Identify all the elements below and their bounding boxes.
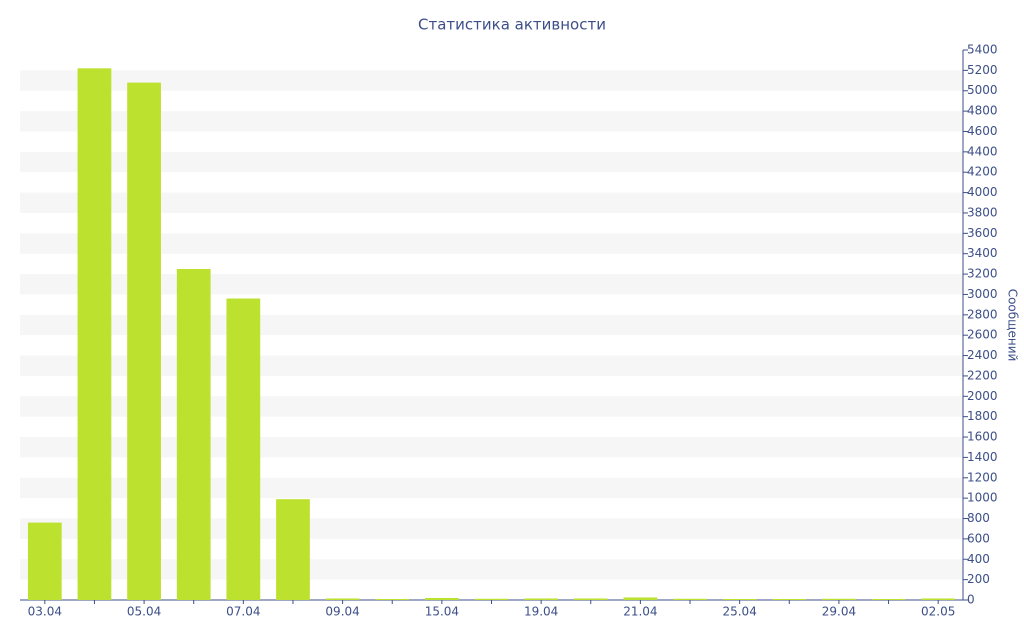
bar bbox=[524, 598, 559, 600]
x-tick-label: 15.04 bbox=[425, 605, 459, 619]
x-tick-label: 03.04 bbox=[28, 605, 62, 619]
bar bbox=[822, 598, 856, 600]
grid-band bbox=[20, 518, 963, 539]
bar bbox=[424, 597, 459, 600]
y-tick-label: 0 bbox=[967, 593, 975, 607]
grid-band bbox=[20, 437, 963, 458]
bar bbox=[623, 597, 658, 600]
y-tick-label: 4800 bbox=[967, 104, 998, 118]
x-tick-label: 09.04 bbox=[325, 605, 359, 619]
grid-band bbox=[20, 314, 963, 336]
bar bbox=[722, 598, 757, 600]
bar bbox=[871, 598, 906, 600]
bar bbox=[772, 598, 807, 600]
y-tick-label: 1000 bbox=[967, 491, 998, 505]
bar bbox=[77, 68, 112, 601]
chart-title: Статистика активности bbox=[418, 16, 606, 34]
y-tick-label: 600 bbox=[967, 531, 990, 545]
y-tick-label: 1800 bbox=[967, 409, 998, 423]
bar bbox=[127, 82, 161, 600]
x-tick-label: 02.05 bbox=[921, 605, 955, 619]
y-tick-label: 4400 bbox=[967, 144, 998, 158]
bar bbox=[474, 598, 509, 600]
y-tick-label: 3600 bbox=[967, 226, 998, 240]
y-tick-label: 5200 bbox=[967, 63, 998, 77]
y-tick-label: 2400 bbox=[967, 348, 998, 362]
y-axis-title: Сообщений bbox=[1006, 289, 1020, 362]
y-tick-label: 1200 bbox=[967, 470, 998, 484]
y-tick-label: 4000 bbox=[967, 185, 998, 199]
bar bbox=[673, 598, 707, 600]
y-tick-label: 5400 bbox=[967, 43, 998, 57]
y-tick-label: 1600 bbox=[967, 430, 998, 444]
bar bbox=[325, 598, 360, 600]
y-tick-label: 800 bbox=[967, 511, 990, 525]
y-tick-label: 400 bbox=[967, 552, 990, 566]
y-tick-label: 1400 bbox=[967, 450, 998, 464]
x-tick-label: 19.04 bbox=[524, 605, 558, 619]
y-tick-label: 2200 bbox=[967, 368, 998, 382]
bar bbox=[375, 598, 410, 600]
y-tick-label: 3400 bbox=[967, 246, 998, 260]
grid-band bbox=[20, 111, 963, 132]
grid-band bbox=[20, 233, 963, 254]
grid-band bbox=[20, 355, 963, 376]
y-tick-label: 2800 bbox=[967, 307, 998, 321]
x-tick-label: 29.04 bbox=[822, 605, 856, 619]
y-tick-label: 5000 bbox=[967, 83, 998, 97]
bar bbox=[27, 522, 62, 600]
bar bbox=[276, 499, 310, 600]
y-tick-label: 3000 bbox=[967, 287, 998, 301]
grid-band bbox=[20, 274, 963, 295]
grid-band bbox=[20, 477, 963, 499]
bar bbox=[573, 598, 608, 600]
y-tick-label: 3200 bbox=[967, 267, 998, 281]
grid-band bbox=[20, 396, 963, 417]
bar bbox=[176, 268, 211, 600]
x-tick-label: 21.04 bbox=[623, 605, 657, 619]
grid-band bbox=[20, 192, 963, 213]
x-tick-label: 05.04 bbox=[127, 605, 161, 619]
y-tick-label: 2000 bbox=[967, 389, 998, 403]
x-tick-label: 25.04 bbox=[722, 605, 756, 619]
bar bbox=[921, 598, 956, 600]
y-tick-label: 3800 bbox=[967, 205, 998, 219]
grid-band bbox=[20, 151, 963, 173]
y-tick-label: 4600 bbox=[967, 124, 998, 138]
y-tick-label: 4200 bbox=[967, 165, 998, 179]
bar bbox=[226, 298, 261, 600]
grid-band bbox=[20, 559, 963, 580]
y-tick-label: 200 bbox=[967, 572, 990, 586]
x-tick-label: 07.04 bbox=[226, 605, 260, 619]
grid-band bbox=[20, 70, 963, 91]
y-tick-label: 2600 bbox=[967, 328, 998, 342]
